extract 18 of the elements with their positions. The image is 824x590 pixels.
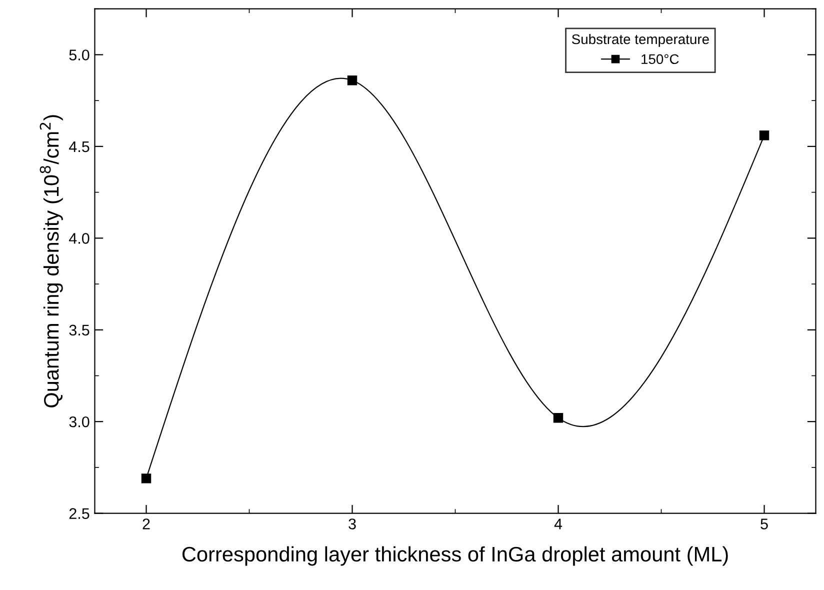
- x-tick-label: 3: [348, 518, 356, 530]
- y-tick-label: 4.0: [69, 233, 90, 244]
- y-tick-label: 4.5: [69, 141, 90, 152]
- legend-label: 150°C: [642, 54, 679, 64]
- x-tick-label: 4: [554, 518, 562, 530]
- y-tick-label: 2.5: [69, 508, 90, 519]
- x-axis-title: Corresponding layer thickness of InGa droplet amount (ML): [182, 546, 728, 566]
- y-tick-label: 5.0: [69, 50, 90, 60]
- y-tick-label: 3.0: [69, 416, 90, 428]
- y-tick-label: 3.5: [69, 324, 90, 336]
- x-tick-label: 5: [760, 518, 768, 530]
- legend-title: Substrate temperature: [572, 34, 709, 47]
- point: [347, 76, 358, 86]
- y-axis-title: Quantum ring density (10$^{8}$/cm$^{2}$): [40, 115, 63, 408]
- point: [553, 413, 564, 423]
- x-tick-label: 2: [142, 518, 150, 530]
- point: [141, 474, 152, 484]
- point: [759, 130, 770, 140]
